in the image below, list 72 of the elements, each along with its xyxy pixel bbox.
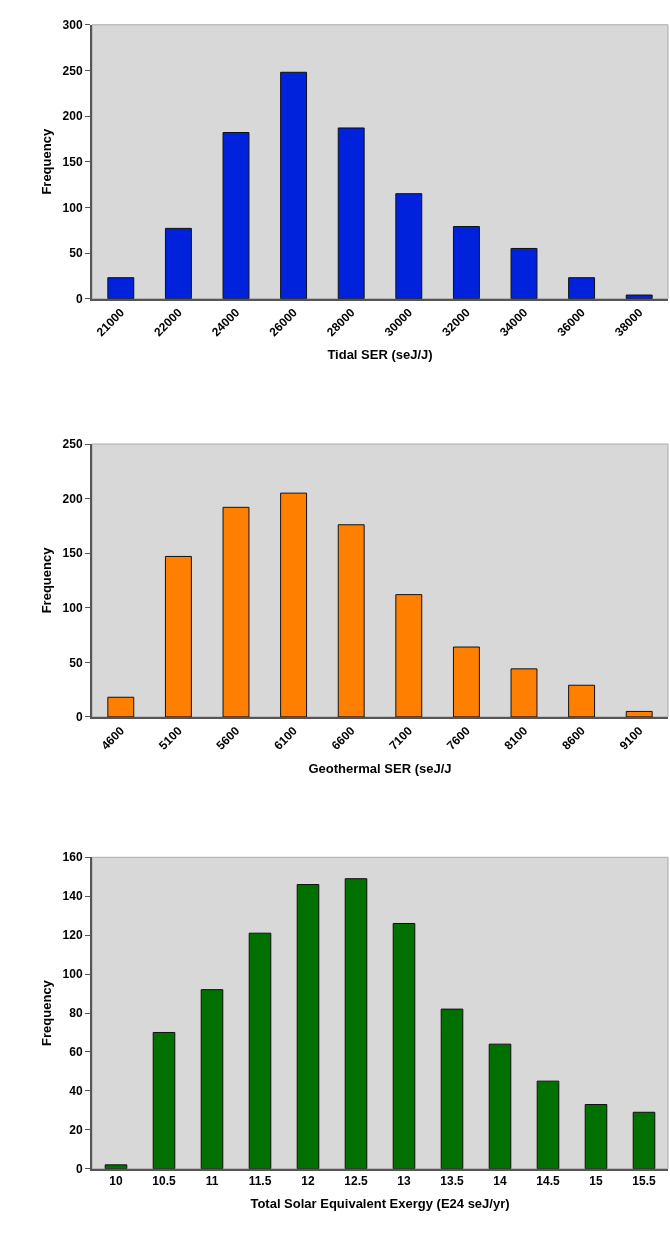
bar bbox=[152, 1031, 176, 1169]
bar bbox=[107, 277, 135, 299]
x-tick-label: 13 bbox=[397, 1174, 411, 1189]
bar bbox=[164, 555, 192, 717]
bar bbox=[344, 878, 368, 1169]
bar bbox=[222, 132, 250, 299]
x-tick-label: 12.5 bbox=[344, 1174, 368, 1189]
y-axis-title: Frequency bbox=[39, 546, 55, 614]
bar bbox=[452, 646, 480, 717]
x-tick-label: 12 bbox=[301, 1174, 315, 1189]
bar bbox=[395, 594, 423, 717]
bar bbox=[510, 668, 538, 717]
bar bbox=[392, 922, 416, 1169]
y-tick-label: 0 bbox=[75, 1161, 83, 1176]
bar bbox=[200, 989, 224, 1169]
x-tick-label: 15.5 bbox=[632, 1174, 656, 1189]
y-tick-label: 120 bbox=[62, 928, 83, 943]
y-tick-label: 20 bbox=[69, 1123, 83, 1137]
y-tick-label: 160 bbox=[62, 850, 83, 865]
bar bbox=[568, 684, 596, 717]
y-axis-title: Frequency bbox=[39, 979, 55, 1046]
bar bbox=[568, 277, 596, 299]
bar bbox=[337, 127, 365, 299]
bar bbox=[107, 696, 135, 717]
x-tick-label: 10 bbox=[109, 1174, 123, 1189]
x-axis-title: Tidal SER (seJ/J) bbox=[327, 347, 433, 363]
bar bbox=[280, 71, 308, 299]
x-axis-title: Total Solar Equivalent Exergy (E24 seJ/yr) bbox=[250, 1196, 510, 1212]
y-tick-label: 40 bbox=[69, 1084, 83, 1099]
bar bbox=[452, 226, 480, 299]
bar bbox=[222, 506, 250, 717]
y-tick-label: 100 bbox=[62, 600, 83, 615]
bar bbox=[248, 932, 272, 1169]
bar bbox=[337, 524, 365, 717]
y-tick-label: 100 bbox=[62, 967, 83, 982]
y-tick-label: 140 bbox=[62, 889, 83, 904]
y-tick-label: 100 bbox=[62, 200, 83, 215]
bar bbox=[395, 193, 423, 299]
y-tick-label: 300 bbox=[62, 18, 83, 32]
y-tick-label: 250 bbox=[62, 437, 83, 452]
x-tick-label: 14.5 bbox=[536, 1174, 560, 1189]
bar bbox=[625, 710, 653, 717]
bar bbox=[280, 492, 308, 717]
x-tick-label: 11 bbox=[205, 1174, 219, 1189]
x-axis-title: Geothermal SER (seJ/J bbox=[308, 760, 452, 776]
x-tick-label: 10.5 bbox=[152, 1174, 176, 1189]
bar bbox=[296, 884, 320, 1169]
y-tick-label: 150 bbox=[62, 546, 83, 561]
y-tick-label: 250 bbox=[62, 63, 83, 78]
y-tick-label: 0 bbox=[75, 291, 83, 306]
bar bbox=[510, 247, 538, 299]
bar bbox=[625, 294, 653, 299]
y-tick-label: 150 bbox=[62, 154, 83, 169]
y-tick-label: 80 bbox=[69, 1006, 83, 1021]
x-tick-label: 11.5 bbox=[248, 1174, 272, 1189]
y-axis-title: Frequency bbox=[39, 128, 55, 195]
x-tick-label: 14 bbox=[493, 1174, 507, 1189]
bar bbox=[536, 1080, 560, 1169]
bar bbox=[632, 1111, 656, 1169]
y-tick-label: 200 bbox=[62, 109, 83, 124]
bar bbox=[584, 1104, 608, 1169]
bar bbox=[104, 1164, 128, 1169]
y-tick-label: 50 bbox=[69, 655, 83, 670]
bar bbox=[488, 1043, 512, 1169]
x-tick-label: 15 bbox=[589, 1174, 603, 1189]
y-tick-label: 60 bbox=[69, 1045, 83, 1060]
y-tick-label: 200 bbox=[62, 491, 83, 506]
bar bbox=[440, 1008, 464, 1169]
x-tick-label: 13.5 bbox=[440, 1174, 464, 1189]
bar bbox=[164, 227, 192, 299]
y-tick-label: 50 bbox=[69, 246, 83, 261]
y-tick-label: 0 bbox=[75, 710, 83, 725]
